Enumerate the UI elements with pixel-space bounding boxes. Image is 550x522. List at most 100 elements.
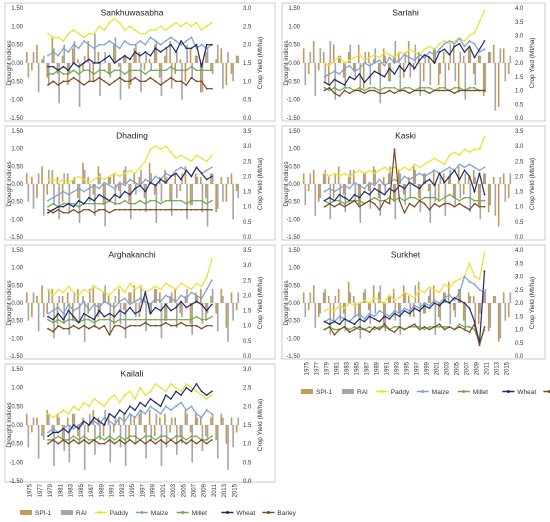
rai-bar [444,63,447,89]
series-point-maize [195,294,198,297]
rai-bar [509,55,512,63]
spi-bar [327,176,330,184]
spi-bar [82,162,84,184]
series-point-wheat [93,62,96,64]
series-point-paddy [77,175,80,178]
rai-bar [449,303,452,325]
legend-swatch [61,510,73,515]
series-point-wheat [438,304,441,307]
series-point-wheat [57,312,60,315]
series-point-wheat [463,51,466,53]
series-point-wheat [190,390,193,393]
spi-bar [507,303,510,318]
right-tick-label: 0.0 [243,354,252,360]
right-tick-label: 2.5 [243,386,252,392]
left-tick-label: 0.00 [288,182,300,188]
legend-marker [99,511,103,514]
rai-bar [384,55,387,63]
spi-bar [502,48,505,63]
series-point-paddy [190,160,193,163]
rai-bar [216,184,219,209]
rai-bar [140,169,142,184]
rai-bar [329,41,332,63]
series-point-millet [98,318,101,321]
rai-bar [170,292,173,303]
series-point-wheat [448,175,451,178]
spi-bar [427,184,430,192]
rai-bar [227,303,229,342]
left-axis-title: Drought indices [283,280,290,326]
series-point-barley [88,80,90,83]
series-point-wheat [72,62,75,64]
spi-bar [66,292,69,303]
series-point-millet [129,318,131,321]
rai-bar [165,176,168,184]
series-point-wheat [398,64,401,67]
series-point-barley [72,208,75,211]
series-point-barley [338,328,341,331]
series-point-barley [129,80,131,83]
spi-bar [372,59,375,63]
spi-bar [41,166,43,184]
series-point-paddy [358,53,361,56]
legend-label: Wheat [517,389,536,396]
series-point-barley [82,324,85,327]
right-tick-label: 0.0 [243,116,252,122]
spi-bar [367,303,370,311]
series-point-maize [418,53,421,56]
series-point-maize [373,315,376,318]
series-point-maize [62,312,65,315]
series-point-maize [175,300,177,303]
right-tick-label: 3.5 [515,261,524,267]
series-point-wheat [180,40,183,42]
series-point-barley [348,92,351,95]
rai-bar [73,41,76,63]
series-point-wheat [200,303,203,306]
series-point-barley [418,328,421,331]
series-point-paddy [57,181,60,184]
spi-bar [432,48,435,63]
series-point-millet [47,439,49,441]
series-point-maize [164,405,167,408]
series-point-millet [353,325,356,328]
spi-bar [36,295,38,303]
series-point-paddy [129,282,131,285]
rai-bar [27,184,30,202]
series-point-barley [418,199,421,202]
series-point-paddy [98,401,101,404]
left-tick-label: 1.50 [11,367,23,373]
rai-bar [124,55,127,63]
series-point-millet [413,196,416,199]
series-point-barley [154,442,157,445]
spi-bar [164,413,166,425]
rai-bar [344,63,347,89]
series-point-barley [139,208,142,211]
series-point-maize [348,64,351,67]
left-tick-label: 0.00 [11,301,23,307]
series-point-maize [478,288,481,291]
right-tick-label: 0.0 [243,479,252,485]
series-point-maize [169,409,172,411]
rai-bar [237,55,240,63]
series-point-barley [353,89,356,92]
rai-bar [232,63,234,82]
series-point-barley [378,208,381,211]
series-point-millet [118,435,121,438]
series-point-wheat [418,59,421,62]
spi-bar [97,52,100,63]
series-point-millet [453,86,456,89]
right-tick-label: 0.5 [515,102,524,108]
series-point-maize [333,190,336,193]
spi-bar [312,169,315,184]
series-point-maize [358,312,361,315]
spi-bar [71,413,74,425]
spi-bar [317,63,320,71]
series-point-wheat [353,323,356,326]
spi-bar [472,169,475,184]
rai-bar [227,425,229,470]
rai-bar [389,166,392,184]
series-point-millet [175,435,177,438]
series-point-wheat [428,178,431,181]
series-point-maize [443,296,446,299]
series-point-maize [52,51,55,53]
